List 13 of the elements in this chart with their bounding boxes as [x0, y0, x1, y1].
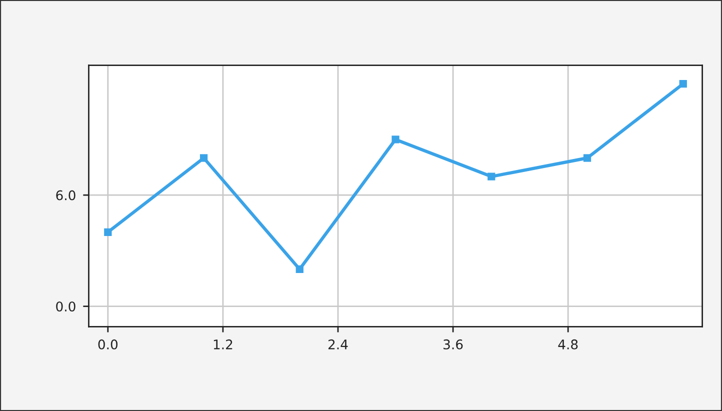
x-tick-label: 4.8 — [558, 339, 578, 350]
y-tick-label: 6.0 — [56, 190, 76, 200]
point — [583, 154, 592, 162]
point — [200, 154, 208, 162]
point — [296, 265, 304, 274]
point — [488, 172, 496, 180]
point — [104, 228, 112, 236]
x-tick-label: 2.4 — [328, 339, 348, 350]
point — [392, 136, 400, 144]
x-tick-label: 0.0 — [98, 339, 118, 350]
x-tick-label: 3.6 — [444, 339, 463, 350]
point — [679, 80, 687, 88]
x-tick-label: 1.2 — [214, 339, 232, 350]
